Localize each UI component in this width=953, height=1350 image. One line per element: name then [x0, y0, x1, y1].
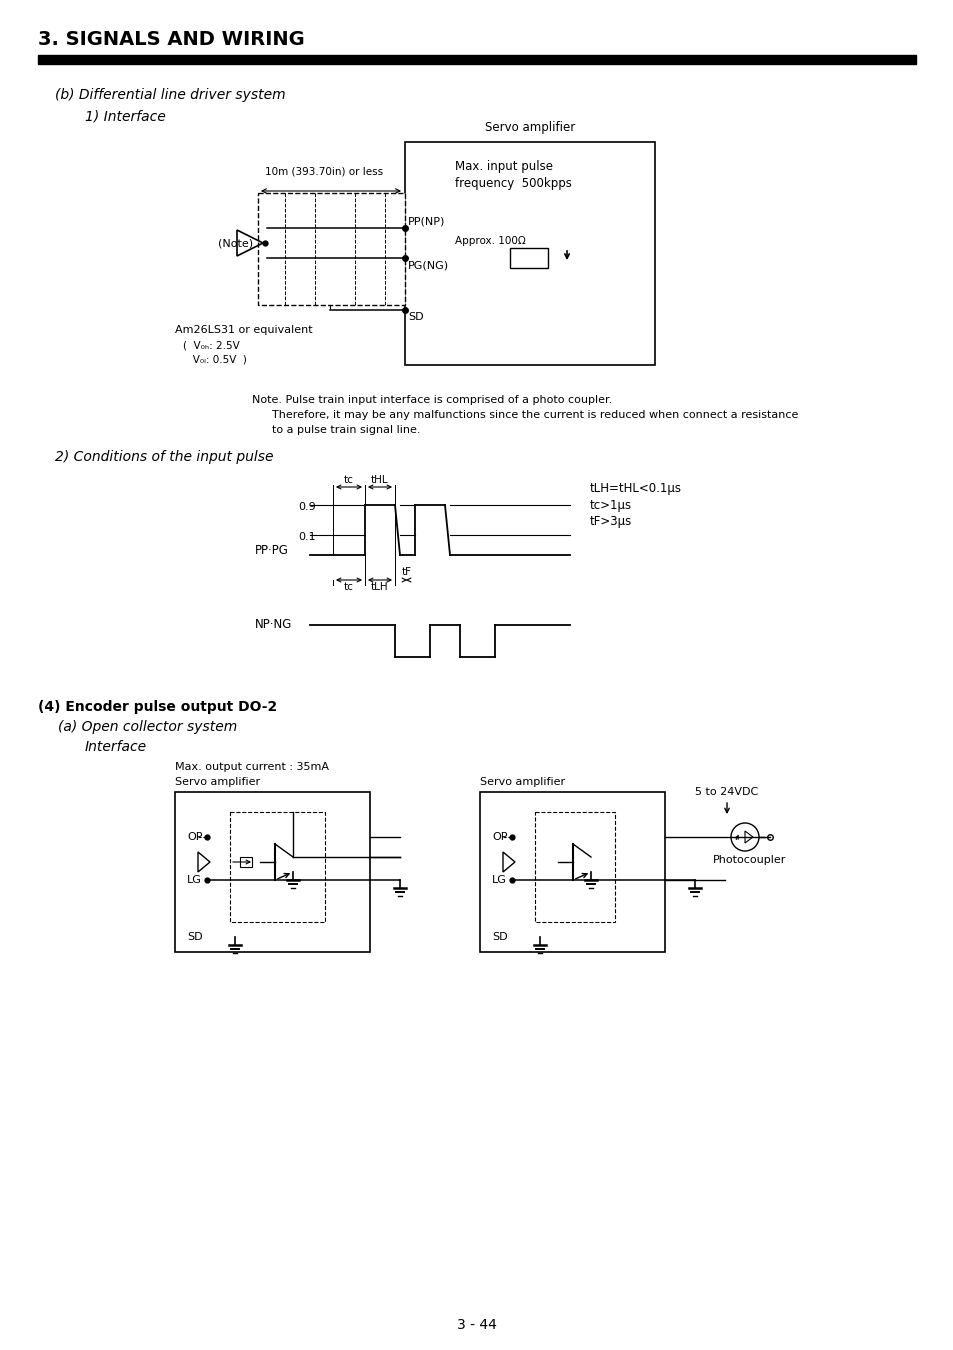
- Text: (  V₀ₕ: 2.5V: ( V₀ₕ: 2.5V: [183, 340, 239, 350]
- Text: 0.1: 0.1: [297, 532, 315, 541]
- Text: Interface: Interface: [85, 740, 147, 755]
- Text: tLH: tLH: [371, 582, 389, 593]
- Text: OP: OP: [187, 832, 202, 842]
- Text: LG: LG: [492, 875, 506, 886]
- Text: 10m (393.70in) or less: 10m (393.70in) or less: [265, 166, 383, 176]
- Text: Therefore, it may be any malfunctions since the current is reduced when connect : Therefore, it may be any malfunctions si…: [272, 410, 798, 420]
- Text: NP·NG: NP·NG: [254, 618, 292, 632]
- Text: Photocoupler: Photocoupler: [713, 855, 786, 865]
- Text: Note. Pulse train input interface is comprised of a photo coupler.: Note. Pulse train input interface is com…: [252, 396, 612, 405]
- Text: SD: SD: [187, 931, 202, 942]
- Text: Servo amplifier: Servo amplifier: [484, 122, 575, 134]
- Text: 2) Conditions of the input pulse: 2) Conditions of the input pulse: [55, 450, 274, 464]
- Text: LG: LG: [187, 875, 202, 886]
- Text: (a) Open collector system: (a) Open collector system: [58, 720, 237, 734]
- Text: 5 to 24VDC: 5 to 24VDC: [695, 787, 758, 796]
- Text: 3 - 44: 3 - 44: [456, 1318, 497, 1332]
- Text: Servo amplifier: Servo amplifier: [479, 778, 564, 787]
- Text: SD: SD: [408, 312, 423, 323]
- Bar: [405, 142, 655, 365]
- Text: tLH=tHL<0.1μs: tLH=tHL<0.1μs: [589, 482, 681, 495]
- Bar: [230, 811, 325, 922]
- Text: OP: OP: [492, 832, 507, 842]
- Text: 1) Interface: 1) Interface: [85, 109, 166, 124]
- Text: Am26LS31 or equivalent: Am26LS31 or equivalent: [174, 325, 313, 335]
- Text: tF>3μs: tF>3μs: [589, 514, 632, 528]
- Text: (4) Encoder pulse output DO-2: (4) Encoder pulse output DO-2: [38, 701, 277, 714]
- Bar: [479, 792, 664, 952]
- Text: tHL: tHL: [371, 475, 389, 485]
- Text: 0.9: 0.9: [297, 502, 315, 512]
- Bar: [240, 857, 252, 867]
- Text: tc>1μs: tc>1μs: [589, 500, 632, 512]
- Text: PP(NP): PP(NP): [408, 216, 445, 225]
- Text: to a pulse train signal line.: to a pulse train signal line.: [272, 425, 420, 435]
- Text: SD: SD: [492, 931, 507, 942]
- Text: V₀ₗ: 0.5V  ): V₀ₗ: 0.5V ): [183, 355, 247, 364]
- Text: PG(NG): PG(NG): [408, 261, 449, 270]
- Text: tc: tc: [344, 582, 354, 593]
- Text: Servo amplifier: Servo amplifier: [174, 778, 260, 787]
- Text: PP·PG: PP·PG: [254, 544, 289, 556]
- Text: (Note): (Note): [218, 238, 253, 248]
- Bar: [535, 811, 615, 922]
- Text: 3. SIGNALS AND WIRING: 3. SIGNALS AND WIRING: [38, 30, 304, 49]
- Bar: [174, 792, 370, 952]
- Bar: [257, 193, 405, 305]
- Text: Approx. 100Ω: Approx. 100Ω: [455, 236, 525, 246]
- Bar: [510, 248, 547, 269]
- Bar: [38, 55, 915, 63]
- Text: Max. input pulse
frequency  500kpps: Max. input pulse frequency 500kpps: [455, 161, 571, 190]
- Text: Max. output current : 35mA: Max. output current : 35mA: [174, 761, 329, 772]
- Text: tF: tF: [401, 567, 411, 576]
- Text: tc: tc: [344, 475, 354, 485]
- Text: (b) Differential line driver system: (b) Differential line driver system: [55, 88, 285, 103]
